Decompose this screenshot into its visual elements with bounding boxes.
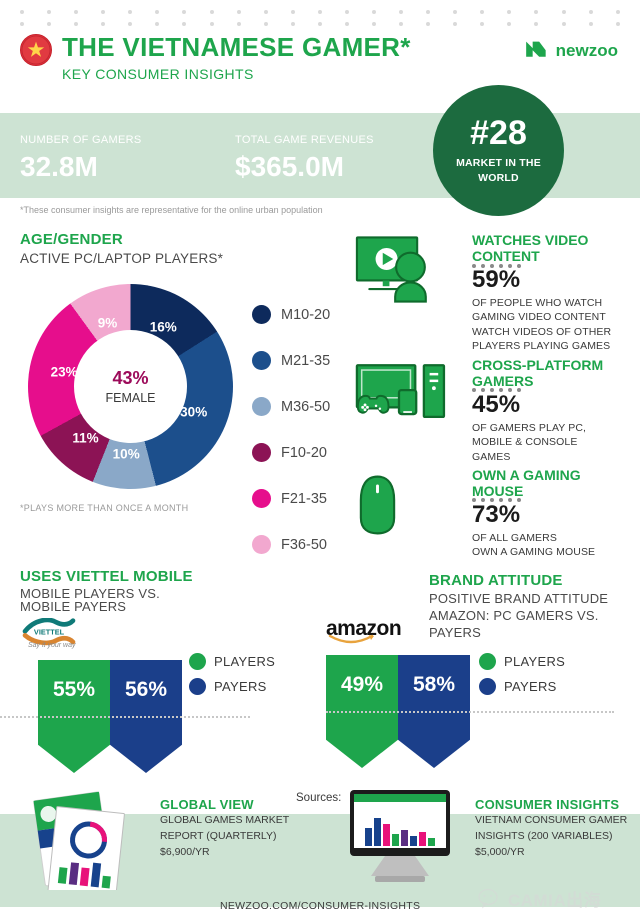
svg-text:VIETTEL: VIETTEL [34, 628, 65, 637]
